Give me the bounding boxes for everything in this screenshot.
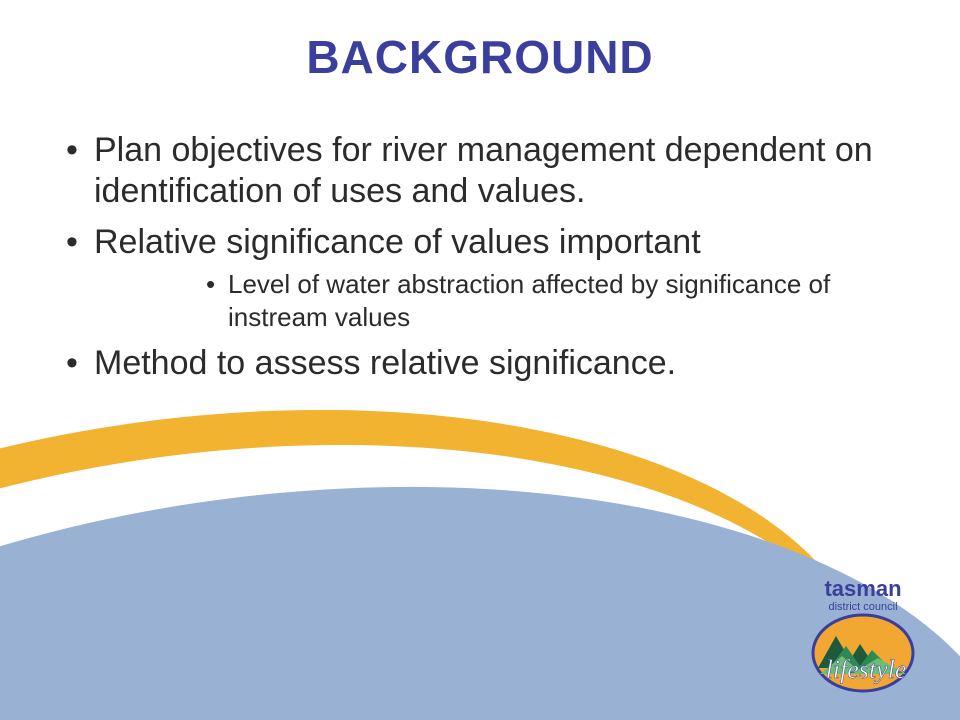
bullet-item: Relative significance of values importan… [60,222,900,334]
bullet-text: Plan objectives for river management dep… [94,131,873,210]
sub-bullet-text: Level of water abstraction affected by s… [228,269,830,332]
logo-text-tasman: tasman [824,578,901,601]
slide-title: BACKGROUND [0,30,960,84]
tasman-logo-svg: tasman district council lifestyle [788,578,938,698]
slide-content: Plan objectives for river management dep… [60,130,900,394]
bullet-list: Plan objectives for river management dep… [60,130,900,384]
sub-bullet-item: Level of water abstraction affected by s… [204,268,900,333]
bullet-item: Method to assess relative significance. [60,343,900,384]
bullet-item: Plan objectives for river management dep… [60,130,900,212]
bullet-text: Method to assess relative significance. [94,344,676,382]
sub-bullet-list: Level of water abstraction affected by s… [204,268,900,333]
slide: BACKGROUND Plan objectives for river man… [0,0,960,720]
logo-text-district-council: district council [828,601,897,613]
logo-text-lifestyle: lifestyle [826,655,907,684]
bullet-text: Relative significance of values importan… [94,223,701,261]
tasman-logo: tasman district council lifestyle [788,578,938,698]
